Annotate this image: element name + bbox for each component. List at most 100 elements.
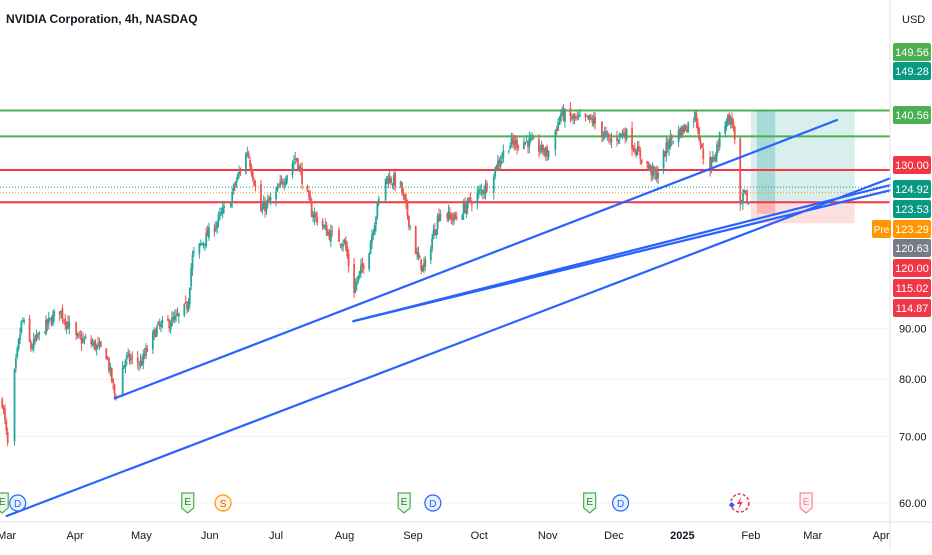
candle-body bbox=[279, 181, 282, 187]
candle-body bbox=[602, 135, 605, 138]
candle-body bbox=[202, 242, 205, 244]
candle-body bbox=[731, 118, 733, 123]
candle-body bbox=[631, 128, 633, 149]
candle-body bbox=[353, 264, 356, 293]
price-level-lines[interactable] bbox=[0, 109, 890, 204]
trendline-4[interactable] bbox=[5, 177, 892, 518]
candle-body bbox=[514, 140, 517, 145]
candle-body bbox=[261, 208, 264, 211]
earnings-event-icon[interactable]: E bbox=[0, 492, 9, 514]
candle-body bbox=[217, 214, 220, 222]
candle-body bbox=[403, 194, 406, 200]
price-tag-label: 130.00 bbox=[895, 160, 929, 172]
candle-body bbox=[666, 142, 669, 148]
earnings-badge-shape bbox=[397, 492, 411, 514]
candle-body bbox=[479, 189, 481, 191]
candle-body bbox=[672, 141, 675, 143]
candle-body bbox=[547, 151, 550, 158]
price-tag: 123.53 bbox=[893, 200, 931, 218]
trendline-1[interactable] bbox=[113, 118, 839, 400]
candle-body bbox=[449, 212, 451, 216]
candle-body bbox=[585, 115, 588, 117]
candle-body bbox=[651, 166, 654, 177]
candle-body bbox=[540, 144, 543, 150]
candle-body bbox=[99, 341, 102, 347]
candle-body bbox=[369, 242, 372, 255]
trendlines[interactable] bbox=[5, 118, 892, 518]
earnings-badge-shape bbox=[181, 492, 195, 514]
earnings-event-icon[interactable]: E bbox=[397, 492, 411, 514]
candle-body bbox=[158, 324, 161, 326]
dividend-event-icon[interactable]: D bbox=[611, 494, 630, 512]
currency-label[interactable]: USD bbox=[902, 14, 925, 26]
candle-body bbox=[655, 171, 658, 180]
candle-body bbox=[238, 171, 240, 175]
candle-body bbox=[587, 115, 590, 120]
candle-body bbox=[342, 244, 345, 247]
candle-body bbox=[251, 171, 254, 180]
x-tick-label: Jun bbox=[201, 530, 219, 542]
candle-body bbox=[154, 331, 157, 338]
dividend-event-icon[interactable]: D bbox=[9, 494, 27, 512]
candle-body bbox=[683, 125, 685, 133]
candle-body bbox=[276, 186, 279, 191]
price-tag: 149.28 bbox=[893, 62, 931, 80]
candle-body bbox=[431, 238, 434, 249]
candle-body bbox=[502, 150, 505, 158]
candle-body bbox=[542, 144, 544, 153]
price-tag: 124.92 bbox=[893, 180, 931, 198]
candle-body bbox=[124, 360, 127, 367]
candle-body bbox=[572, 115, 575, 119]
candle-body bbox=[231, 192, 234, 202]
candle-body bbox=[451, 218, 454, 220]
candle-body bbox=[646, 161, 649, 164]
candle-body bbox=[466, 198, 469, 209]
candle-body bbox=[312, 216, 314, 218]
candle-body bbox=[555, 128, 558, 131]
candle-body bbox=[544, 147, 547, 156]
earnings-event-icon[interactable]: E bbox=[181, 492, 195, 514]
candle-body bbox=[606, 133, 609, 135]
candle-body bbox=[361, 263, 364, 267]
candle-body bbox=[128, 353, 131, 362]
candle-body bbox=[247, 153, 250, 158]
candle-body bbox=[418, 257, 421, 259]
candle-body bbox=[635, 150, 638, 156]
candle-body bbox=[390, 178, 392, 183]
flash-event-icon[interactable] bbox=[728, 493, 750, 513]
price-tag: 123.29 Pre bbox=[872, 220, 931, 238]
candle-body bbox=[588, 115, 591, 120]
time-axis[interactable]: Mar Apr May Jun Jul Aug Sep Oct Nov Dec 2025 Feb Mar… bbox=[0, 521, 932, 542]
price-tag: 140.56 bbox=[893, 106, 931, 124]
candle-body bbox=[91, 343, 94, 345]
candle-body bbox=[592, 118, 595, 125]
earnings-event-icon[interactable]: E bbox=[583, 492, 597, 514]
price-axis[interactable]: 60.00 70.00 80.00 90.00 bbox=[889, 0, 927, 550]
candle-body bbox=[610, 138, 613, 142]
earnings-event-icon[interactable]: E bbox=[799, 492, 813, 514]
price-tag: 120.00 bbox=[893, 259, 931, 277]
candle-body bbox=[579, 115, 581, 117]
candle-body bbox=[414, 226, 417, 255]
candle-body bbox=[609, 138, 612, 141]
dividend-event-icon[interactable]: D bbox=[424, 494, 442, 512]
split-event-icon[interactable]: S bbox=[214, 494, 232, 512]
candle-body bbox=[310, 202, 313, 217]
candle-body bbox=[433, 229, 436, 235]
candle-body bbox=[198, 243, 201, 254]
candle-body bbox=[468, 197, 471, 199]
candle-body bbox=[483, 191, 486, 194]
candle-body bbox=[717, 145, 720, 147]
candle-body bbox=[109, 367, 112, 372]
candle-body bbox=[308, 191, 310, 197]
candle-body bbox=[358, 271, 361, 276]
candle-body bbox=[186, 304, 188, 310]
candle-body bbox=[669, 136, 672, 147]
candle-body bbox=[95, 344, 98, 351]
candle-body bbox=[49, 317, 52, 319]
candle-body bbox=[529, 138, 532, 140]
candle-body bbox=[532, 138, 535, 140]
